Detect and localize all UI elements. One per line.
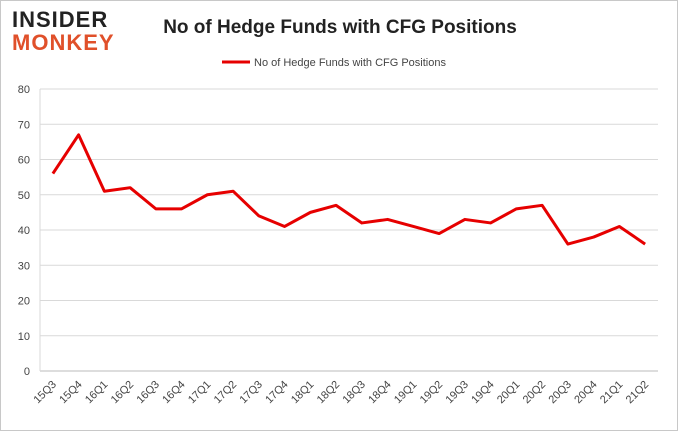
y-tick-label: 80 bbox=[18, 84, 30, 96]
y-tick-label: 0 bbox=[24, 366, 30, 378]
y-tick-label: 20 bbox=[18, 296, 30, 308]
y-tick-label: 50 bbox=[18, 190, 30, 202]
chart-title: No of Hedge Funds with CFG Positions bbox=[163, 17, 517, 38]
y-tick-label: 60 bbox=[18, 155, 30, 167]
data-line bbox=[51, 133, 646, 246]
legend-label: No of Hedge Funds with CFG Positions bbox=[254, 57, 446, 69]
y-tick-label: 40 bbox=[18, 225, 30, 237]
y-tick-label: 10 bbox=[18, 331, 30, 343]
logo-line2: MONKEY bbox=[12, 30, 115, 55]
logo-line1: INSIDER bbox=[12, 7, 108, 32]
y-tick-label: 30 bbox=[18, 260, 30, 272]
y-tick-label: 70 bbox=[18, 119, 30, 131]
